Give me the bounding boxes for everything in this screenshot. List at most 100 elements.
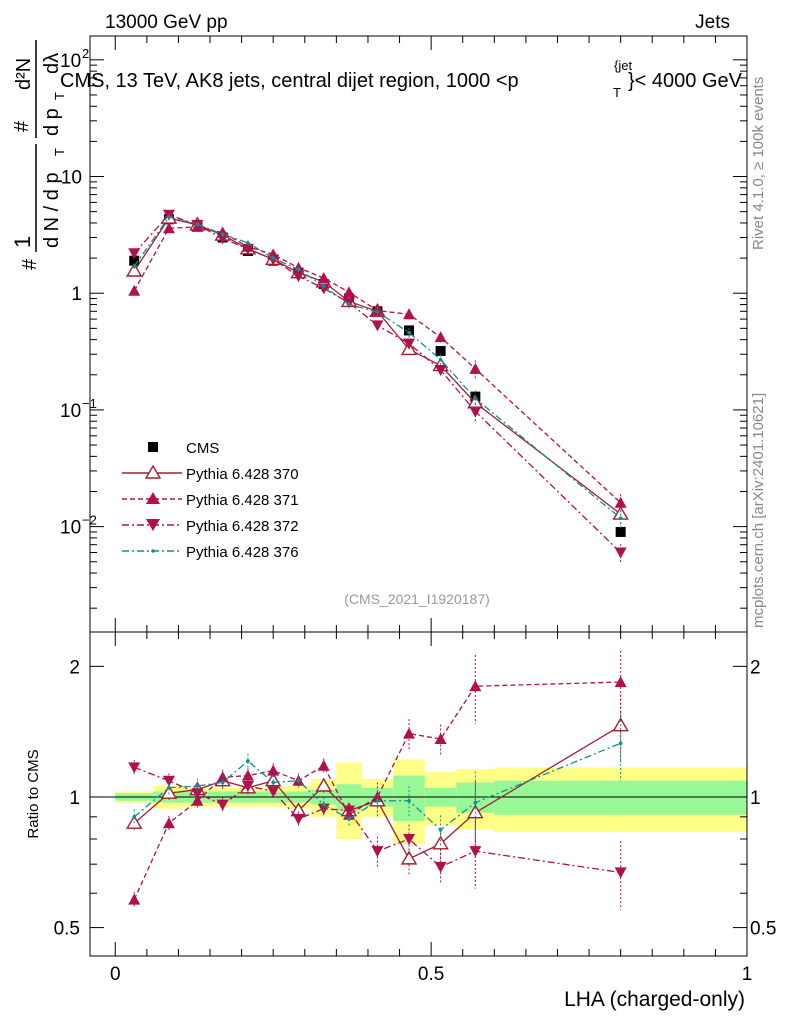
ratio-series-0-point-1 [160,784,178,799]
lower-ylabel: Ratio to CMS [25,749,42,838]
ratio-series-1-point-2 [191,794,204,806]
ratio-series-2-point-6 [292,813,305,825]
plot-title-superscript: {jet [614,58,632,73]
series-4-point-6 [296,267,301,272]
series-0-point-11 [435,345,446,356]
ratio-series-2-point-5 [267,786,280,798]
plot-title-subscript: T [613,85,621,100]
ratio-series-1-point-5 [267,764,280,776]
ylabel-d2n: d²N [13,58,35,90]
ratio-series-3-point-0 [132,815,137,819]
ratio-series-3-point-11 [438,828,443,832]
series-3-point-7 [317,283,330,295]
ratio-series-2-point-9 [371,846,384,858]
legend-label-370: Pythia 6.428 370 [186,466,299,483]
ratio-series-0-point-10 [400,850,418,865]
series-3-point-12 [469,406,482,418]
band-green-13 [494,780,747,815]
ylabel-hash-2: # [11,120,33,132]
ratio-series-3-point-5 [271,780,276,785]
series-2-point-0 [128,284,141,296]
ylabel-dp: d p [41,108,63,136]
series-2-point-7 [317,272,330,284]
series-0-point-10 [404,325,415,336]
ratio-series-1-point-10 [403,727,416,739]
series-2-point-1 [162,222,175,234]
ratio-series-1-point-1 [162,817,175,829]
y-tick-label-exp-1: −1 [82,396,97,411]
series-2-point-9 [371,304,384,316]
ratio-series-2-point-12 [469,846,482,858]
series-4-point-4 [246,241,250,245]
ratio-series-3-point-4 [246,759,250,763]
ratio-tick-label-left-2: 2 [69,657,80,678]
upper-frame [89,35,748,633]
series-line-2 [133,226,622,504]
ratio-series-1-point-7 [317,759,330,771]
ratio-series-3-point-12 [473,800,478,805]
y-tick-label-1: 10 [60,401,81,422]
ratio-series-1-point-9 [371,790,384,802]
ratio-tick-label-right-1: 1 [750,788,761,809]
series-3-point-11 [434,364,447,376]
ratio-series-2-point-8 [343,805,356,817]
series-3-point-10 [403,338,416,350]
series-line-3 [133,214,622,553]
series-2-point-12 [469,362,482,374]
y-tick-label-4: 10 [60,51,81,72]
y-tick-label-0: 10 [60,518,81,539]
ratio-series-0-point-7 [315,777,332,792]
ratio-series-1-point-12 [469,680,482,692]
ratio-series-2-point-3 [216,799,229,811]
ratio-series-0-point-11 [432,835,449,850]
series-4-point-1 [167,215,171,219]
series-2-point-10 [403,308,416,320]
series-4-point-9 [375,310,380,314]
legend: CMS Pythia 6.428 370 Pythia 6.428 371 Py… [122,440,299,561]
legend-marker-371 [146,492,160,504]
x-tick-label-2: 1 [742,964,753,985]
legend-label-372: Pythia 6.428 372 [186,518,299,535]
ylabel-dlambda: dλ [41,53,63,74]
ylabel-dn-sub: T [52,148,67,156]
x-tick-label-1: 0.5 [418,964,444,985]
series-3-point-0 [128,248,141,260]
series-4-point-5 [271,256,276,260]
ylabel-one: 1 [10,236,35,248]
ratio-series-1-point-13 [614,676,627,688]
legend-label-cms: CMS [186,440,219,457]
series-3-point-9 [371,320,384,332]
ylabel-hash: # [19,258,41,270]
x-tick-label-0: 0 [110,964,121,985]
series-4-point-11 [438,357,443,362]
upper-ylabel: # 1 d N / d p T # d²N d p T dλ [10,40,67,270]
series-3-point-6 [292,271,305,283]
mcplots-label: mcplots.cern.ch [arXiv:2401.10621] [750,393,767,628]
series-3-point-13 [614,547,627,559]
series-4-point-7 [321,284,326,288]
series-4-point-13 [618,516,623,521]
ratio-series-3-point-6 [296,778,301,783]
rivet-version-label: Rivet 4.1.0, ≥ 100k events [750,77,767,250]
legend-marker-cms [148,442,158,452]
ratio-series-3-point-9 [375,798,380,803]
series-4-point-0 [132,264,137,269]
ratio-series-2-point-13 [614,867,627,879]
header-left: 13000 GeV pp [105,12,228,33]
series-2-point-13 [614,496,627,508]
ratio-series-2-point-11 [434,861,447,873]
ratio-series-3-point-1 [167,785,171,790]
series-4-point-2 [195,222,200,227]
series-3-point-3 [216,233,229,245]
y-tick-label-exp-4: 2 [82,46,89,61]
ylabel-dp-sub: T [52,92,67,100]
y-tick-label-3: 10 [61,168,82,189]
legend-label-371: Pythia 6.428 371 [186,492,299,509]
y-tick-label-2: 1 [71,284,82,305]
series-2-point-11 [434,331,447,343]
series-0-point-13 [615,526,626,537]
series-3-point-4 [241,243,254,255]
ratio-series-1-point-4 [241,769,254,781]
ratio-line-1 [133,681,621,900]
